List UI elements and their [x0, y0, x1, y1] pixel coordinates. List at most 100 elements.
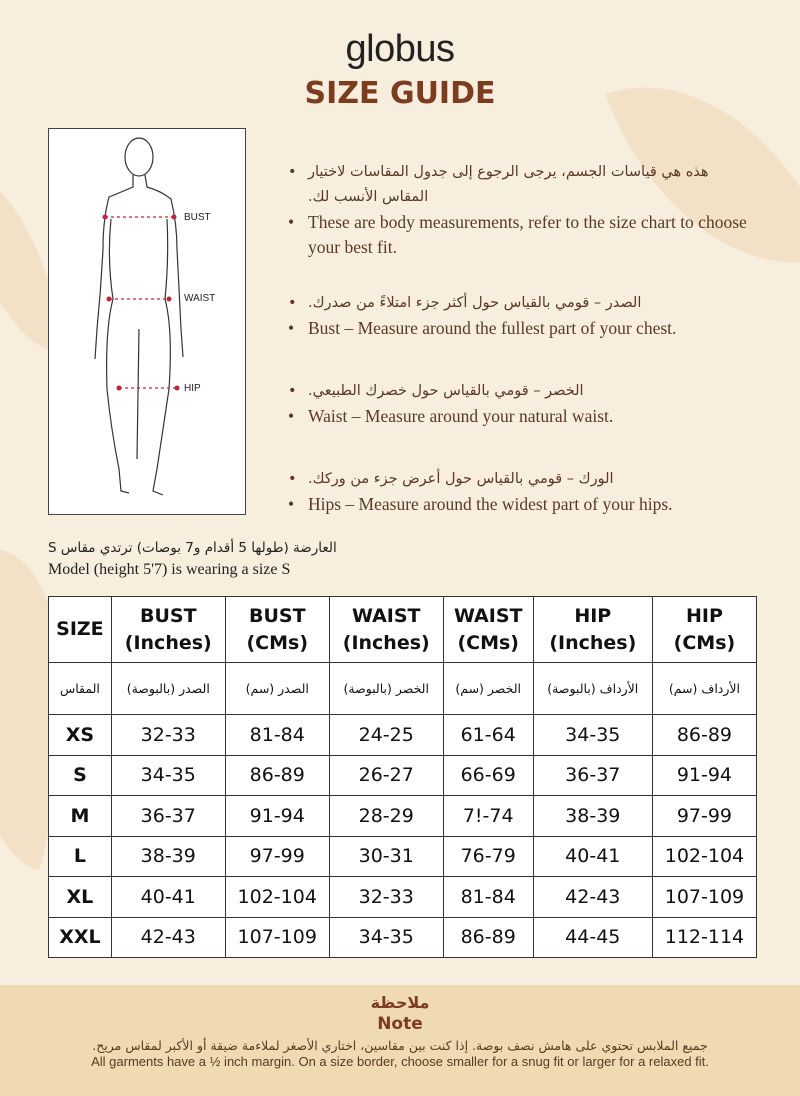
model-info-ar: العارضة (طولها 5 أقدام و7 بوصات) ترتدي م… [48, 540, 337, 556]
note-title: Note [377, 1014, 423, 1034]
column-header-unit: (CMs) [673, 631, 736, 654]
size-cell: XS [48, 714, 112, 756]
measurement-cell: 26-27 [328, 754, 444, 796]
column-header: WAIST (CMs) [442, 596, 534, 663]
measurement-cell: 40-41 [532, 835, 653, 877]
measurement-cell: 7!-74 [442, 795, 534, 837]
measurement-cell: 42-43 [110, 916, 226, 958]
size-cell: M [48, 795, 112, 837]
bullet-en: Waist – Measure around your natural wais… [288, 404, 748, 429]
measurement-cell: 66-69 [442, 754, 534, 796]
table-header-row: SIZE BUST (Inches) BUST (CMs) WAIST (Inches) WA… [48, 596, 758, 663]
size-cell: XL [48, 876, 112, 918]
size-cell: XXL [48, 916, 112, 958]
column-header-unit: (CMs) [457, 631, 519, 654]
column-header-ar: الأرداف (بالبوصة) [532, 662, 653, 715]
table-row: XL 40-41 102-104 32-33 81-84 42-43 107-109 [48, 876, 758, 918]
model-info-en: Model (height 5'7) is wearing a size S [48, 561, 291, 578]
table-row: XS 32-33 81-84 24-25 61-64 34-35 86-89 [48, 714, 758, 756]
measurement-cell: 81-84 [224, 714, 330, 756]
note-text-ar: جميع الملابس تحتوي على هامش نصف بوصة. إذ… [92, 1038, 708, 1053]
measurement-cell: 34-35 [328, 916, 444, 958]
column-header-unit: (Inches) [124, 631, 212, 654]
bullet-en: Hips – Measure around the widest part of… [288, 492, 748, 517]
measurement-cell: 76-79 [442, 835, 534, 877]
measurement-cell: 102-104 [651, 835, 758, 877]
column-header-label: WAIST [453, 604, 523, 627]
column-header-label: HIP [685, 604, 723, 627]
measurement-cell: 32-33 [328, 876, 444, 918]
page-title: SIZE GUIDE [304, 76, 496, 111]
measurement-cell: 34-35 [532, 714, 653, 756]
measurement-cell: 97-99 [224, 835, 330, 877]
size-chart-table: SIZE BUST (Inches) BUST (CMs) WAIST (Inches) WA… [48, 596, 758, 958]
measurement-cell: 91-94 [651, 754, 758, 796]
table-row: S 34-35 86-89 26-27 66-69 36-37 91-94 [48, 754, 758, 796]
measurement-cell: 61-64 [442, 714, 534, 756]
measurement-cell: 36-37 [110, 795, 226, 837]
column-header-label: SIZE [56, 618, 104, 640]
measurement-cell: 81-84 [442, 876, 534, 918]
brand-logo: globus [345, 28, 455, 70]
column-header-ar: الخصر (بالبوصة) [328, 662, 444, 715]
measurement-cell: 42-43 [532, 876, 653, 918]
note-section: ملاحظة Note جميع الملابس تحتوي على هامش … [0, 985, 800, 1096]
column-header-ar: المقاس [48, 662, 112, 715]
measurement-cell: 44-45 [532, 916, 653, 958]
column-header-label: WAIST [351, 604, 421, 627]
measurement-cell: 32-33 [110, 714, 226, 756]
bullet-ar: الورك – قومي بالقياس حول أعرض جزء من ورك… [288, 467, 748, 492]
bust-label: BUST [184, 212, 211, 223]
column-header-unit: (CMs) [246, 631, 309, 654]
table-header-ar-row: المقاس الصدر (بالبوصة) الصدر (سم) الخصر (با… [48, 662, 758, 715]
measurement-instructions: هذه هي قياسات الجسم، يرجى الرجوع إلى جدو… [288, 160, 748, 517]
column-header: BUST (Inches) [110, 596, 226, 663]
measurement-cell: 97-99 [651, 795, 758, 837]
column-header-unit: (Inches) [342, 631, 430, 654]
column-header-ar: الصدر (بالبوصة) [110, 662, 226, 715]
column-header-unit: (Inches) [549, 631, 637, 654]
measurement-cell: 86-89 [224, 754, 330, 796]
column-header: WAIST (Inches) [328, 596, 444, 663]
measurement-cell: 40-41 [110, 876, 226, 918]
measurement-cell: 28-29 [328, 795, 444, 837]
measurement-cell: 34-35 [110, 754, 226, 796]
column-header-label: HIP [574, 604, 612, 627]
note-title-ar: ملاحظة [370, 993, 430, 1012]
column-header: HIP (CMs) [651, 596, 758, 663]
size-cell: S [48, 754, 112, 796]
measurement-cell: 112-114 [651, 916, 758, 958]
measurement-cell: 36-37 [532, 754, 653, 796]
bullet-en: These are body measurements, refer to th… [288, 210, 748, 260]
measurement-cell: 91-94 [224, 795, 330, 837]
bullet-ar: الخصر – قومي بالقياس حول خصرك الطبيعي. [288, 379, 748, 404]
table-row: XXL 42-43 107-109 34-35 86-89 44-45 112-114 [48, 916, 758, 958]
column-header: HIP (Inches) [532, 596, 653, 663]
measurement-cell: 24-25 [328, 714, 444, 756]
bullet-ar: هذه هي قياسات الجسم، يرجى الرجوع إلى جدو… [288, 160, 748, 210]
measurement-cell: 102-104 [224, 876, 330, 918]
bullet-en: Bust – Measure around the fullest part o… [288, 316, 748, 341]
note-text: All garments have a ½ inch margin. On a … [91, 1054, 709, 1069]
column-header-ar: الصدر (سم) [224, 662, 330, 715]
column-header-ar: الأرداف (سم) [651, 662, 758, 715]
column-header: SIZE [48, 596, 112, 663]
bullet-ar: الصدر – قومي بالقياس حول أكثر جزء امتلاء… [288, 291, 748, 316]
measurement-cell: 38-39 [110, 835, 226, 877]
table-row: M 36-37 91-94 28-29 7!-74 38-39 97-99 [48, 795, 758, 837]
measurement-cell: 107-109 [224, 916, 330, 958]
measurement-cell: 86-89 [651, 714, 758, 756]
silhouette-illustration [94, 137, 184, 496]
body-measurement-figure: BUST WAIST HIP [48, 128, 246, 515]
measurement-cell: 38-39 [532, 795, 653, 837]
waist-label: WAIST [184, 293, 216, 304]
column-header-label: BUST [248, 604, 306, 627]
measurement-cell: 30-31 [328, 835, 444, 877]
hip-label: HIP [184, 383, 201, 394]
column-header-label: BUST [139, 604, 197, 627]
measurement-cell: 107-109 [651, 876, 758, 918]
measurement-cell: 86-89 [442, 916, 534, 958]
model-info: العارضة (طولها 5 أقدام و7 بوصات) ترتدي م… [48, 538, 337, 580]
size-cell: L [48, 835, 112, 877]
column-header: BUST (CMs) [224, 596, 330, 663]
